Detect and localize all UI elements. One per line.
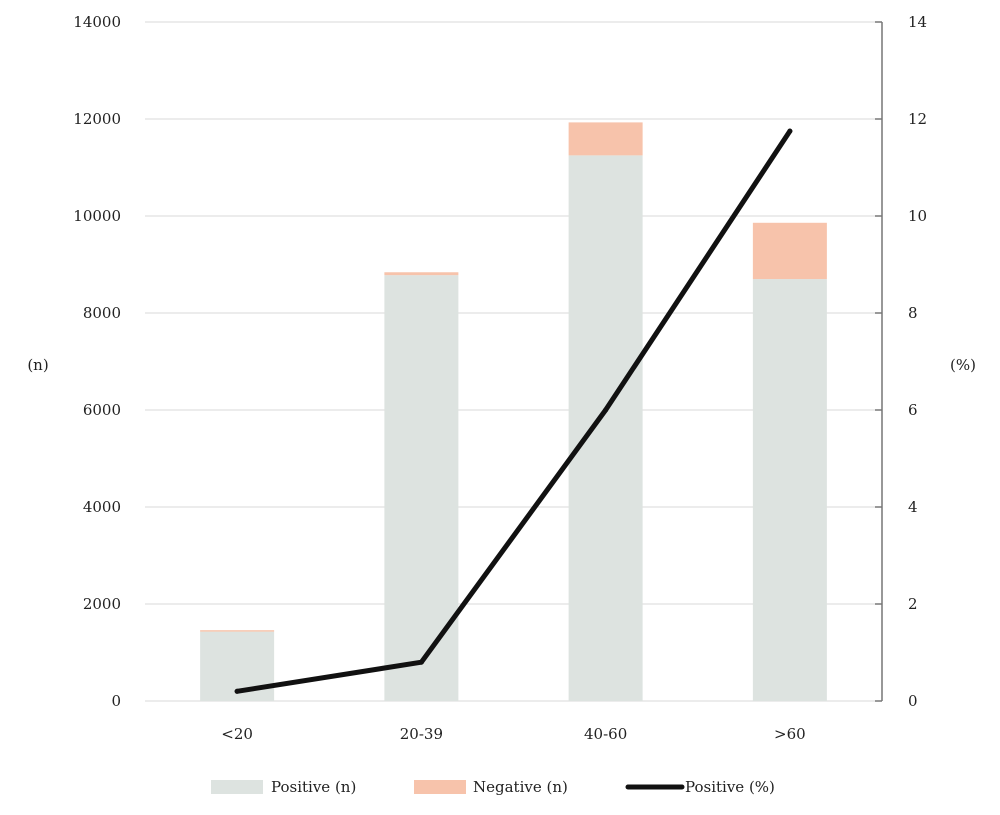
y-right-tick-label: 14 [908,13,927,31]
line-point [418,659,424,665]
line-point [787,128,793,134]
y-axis-left-label: (n) [27,356,48,374]
x-tick-label: >60 [774,725,806,743]
line-point [234,688,240,694]
bar-positive [752,279,827,701]
y-right-tick-label: 4 [908,498,918,516]
bar-positive [384,275,459,701]
x-tick-label: 40-60 [584,725,627,743]
bar-positive [568,155,643,701]
legend-label-positive-pct: Positive (%) [685,778,775,796]
x-tick-label: <20 [221,725,253,743]
x-tick-label: 20-39 [400,725,443,743]
legend-label-negative-n: Negative (n) [473,778,568,796]
bar-negative [568,122,643,156]
legend-label-positive-n: Positive (n) [271,778,356,796]
bars [200,122,827,701]
y-right-tick-label: 2 [908,595,918,613]
axes: 0 2000 4000 6000 8000 10000 12000 14000 0 2 4 6 8 10 1… [73,13,927,743]
y-left-tick-label: 8000 [83,304,121,322]
line-positive-percent [234,128,793,694]
legend-swatch-negative-n [414,780,466,794]
y-left-tick-label: 12000 [73,110,121,128]
y-right-tick-label: 6 [908,401,918,419]
y-left-tick-label: 10000 [73,207,121,225]
y-left-tick-label: 2000 [83,595,121,613]
y-left-tick-label: 14000 [73,13,121,31]
bar-negative [384,272,459,276]
bar-negative [200,630,275,632]
y-right-tick-label: 10 [908,207,927,225]
y-left-tick-label: 0 [111,692,121,710]
y-left-tick-label: 4000 [83,498,121,516]
y-right-tick-label: 8 [908,304,918,322]
y-left-tick-label: 6000 [83,401,121,419]
y-axis-right-label: (%) [950,356,976,374]
gridlines [145,21,882,702]
y-right-tick-label: 0 [908,692,918,710]
y-right-tick-label: 12 [908,110,927,128]
line-series [234,128,793,694]
bar-negative [752,222,827,280]
legend-swatch-positive-n [211,780,263,794]
legend: Positive (n) Negative (n) Positive (%) [211,778,775,796]
line-point [603,407,609,413]
